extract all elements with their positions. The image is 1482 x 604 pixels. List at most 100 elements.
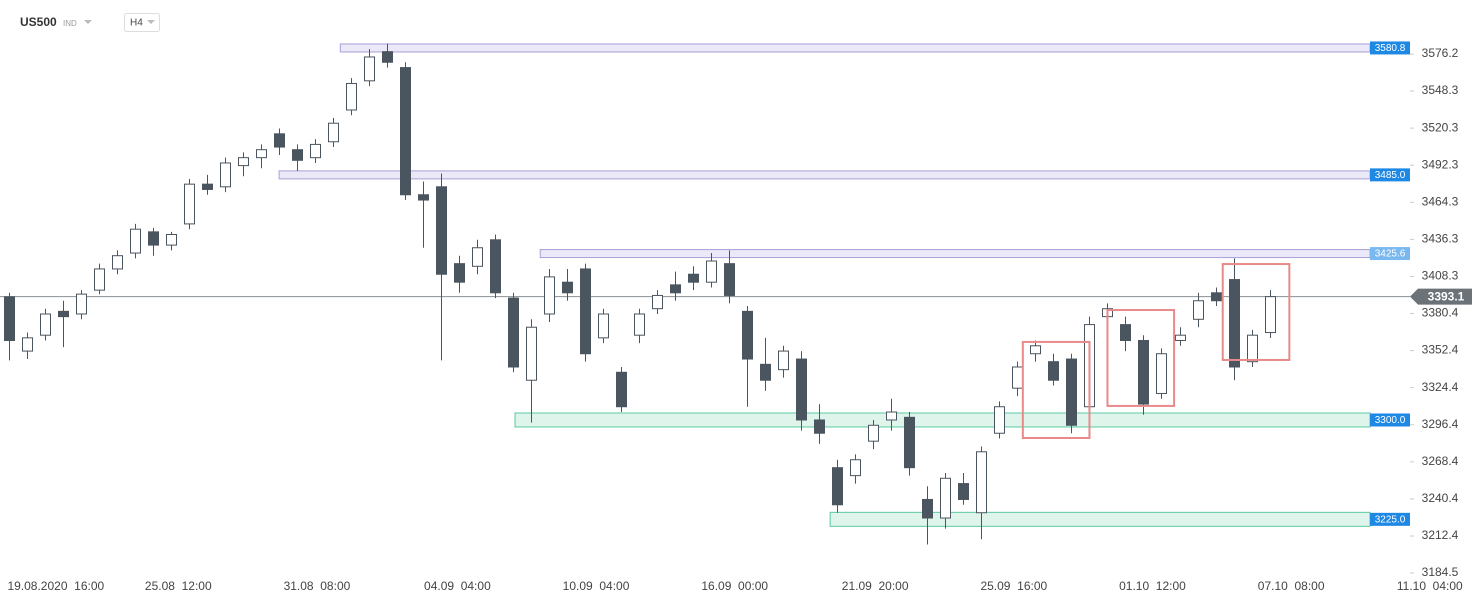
candle-body — [58, 310, 69, 318]
y-tick-label: 3436.3 — [1422, 232, 1459, 246]
candle-body — [1138, 339, 1149, 405]
x-tick-label: 25.09 16:00 — [980, 579, 1047, 593]
candle-body — [130, 228, 141, 254]
y-tick-label: 3352.4 — [1422, 343, 1459, 357]
x-tick-label: 01.10 12:00 — [1119, 579, 1186, 593]
candle-body — [598, 313, 609, 339]
candle-body — [274, 133, 285, 148]
candle-body — [148, 231, 159, 246]
level-label: 3580.8 — [1375, 43, 1406, 54]
candle-body — [1156, 353, 1167, 394]
candle-body — [688, 273, 699, 283]
candle-body — [1048, 361, 1059, 381]
candle-body — [562, 281, 573, 294]
candle-body — [400, 67, 411, 196]
dropdown-arrow[interactable] — [84, 20, 92, 24]
candle-body — [76, 293, 87, 315]
x-tick-label: 11.10 04:00 — [1397, 579, 1463, 593]
candle-body — [220, 162, 231, 188]
interval[interactable]: H4 — [130, 18, 143, 29]
level-tag — [1370, 512, 1410, 526]
x-tick-label: 04.09 04:00 — [424, 579, 491, 593]
y-tick-label: 3492.3 — [1422, 157, 1459, 171]
candle-body — [958, 483, 969, 500]
level-tag — [1370, 247, 1410, 261]
candle-body — [1247, 334, 1258, 363]
y-tick-label: 3576.2 — [1422, 46, 1459, 60]
level-tag — [1370, 168, 1410, 182]
y-tick-label: 3296.4 — [1422, 417, 1459, 431]
candle-body — [364, 56, 375, 82]
interval-box[interactable] — [124, 13, 160, 32]
candle-body — [1012, 366, 1023, 389]
y-tick-label: 3380.4 — [1422, 306, 1459, 320]
candle-body — [40, 313, 51, 336]
candle-body — [1229, 279, 1240, 368]
candle-body — [202, 183, 213, 190]
level-zone — [829, 511, 1371, 527]
candle-body — [454, 263, 465, 283]
annotation-box — [1021, 340, 1091, 439]
annotation-box — [1106, 309, 1176, 407]
candle-body — [436, 186, 447, 275]
candle-body — [346, 82, 357, 111]
y-tick-label: 3184.5 — [1422, 565, 1459, 579]
candle-body — [166, 233, 177, 246]
candle-body — [760, 363, 771, 381]
candle-body — [184, 183, 195, 225]
last-price-tag — [1410, 288, 1472, 305]
level-label: 3425.6 — [1375, 249, 1406, 260]
candle-body — [814, 419, 825, 434]
candle-body — [850, 459, 861, 477]
candle-body — [616, 371, 627, 408]
candle-body — [292, 149, 303, 161]
x-tick-label: 31.08 08:00 — [284, 579, 351, 593]
candle-body — [742, 310, 753, 360]
level-tag — [1370, 413, 1410, 427]
y-tick-label: 3520.3 — [1422, 120, 1459, 134]
x-tick-label: 07.10 08:00 — [1258, 579, 1325, 593]
candle-body — [490, 239, 501, 294]
candle-body — [922, 498, 933, 519]
market: IND — [63, 19, 77, 28]
candle-body — [580, 268, 591, 355]
candle-body — [706, 260, 717, 283]
symbol[interactable]: US500 — [20, 15, 57, 29]
candle-body — [508, 297, 519, 368]
dropdown-arrow[interactable] — [147, 20, 155, 24]
candle-body — [1211, 292, 1222, 302]
candle-body — [526, 326, 537, 381]
level-zone — [514, 412, 1371, 428]
x-tick-label: 10.09 04:00 — [563, 579, 630, 593]
candle-body — [544, 276, 555, 315]
candle-body — [1066, 358, 1077, 426]
annotation-box — [1221, 263, 1291, 361]
level-zone — [339, 43, 1371, 53]
candle-body — [4, 296, 15, 341]
candle-body — [868, 424, 879, 442]
candle-body — [328, 122, 339, 143]
candle-body — [670, 284, 681, 294]
y-tick-label: 3408.3 — [1422, 269, 1459, 283]
y-tick-label: 3464.3 — [1422, 194, 1459, 208]
last-price-label: 3393.1 — [1428, 289, 1465, 303]
level-zone — [539, 249, 1371, 259]
candle-body — [886, 411, 897, 421]
candle-body — [724, 263, 735, 296]
candle-body — [418, 194, 429, 201]
level-tag — [1370, 41, 1410, 55]
candle-body — [238, 157, 249, 167]
candle-body — [832, 467, 843, 506]
level-zone — [278, 170, 1371, 180]
x-tick-label: 25.08 12:00 — [145, 579, 212, 593]
candle-body — [310, 143, 321, 159]
x-tick-label: 16.09 00:00 — [701, 579, 768, 593]
candle-body — [994, 406, 1005, 434]
candle-body — [112, 255, 123, 270]
candle-body — [1193, 300, 1204, 320]
candle-body — [382, 51, 393, 63]
candle-body — [652, 294, 663, 310]
x-tick-label: 19.08.2020 16:00 — [7, 579, 104, 593]
candle-body — [976, 451, 987, 514]
